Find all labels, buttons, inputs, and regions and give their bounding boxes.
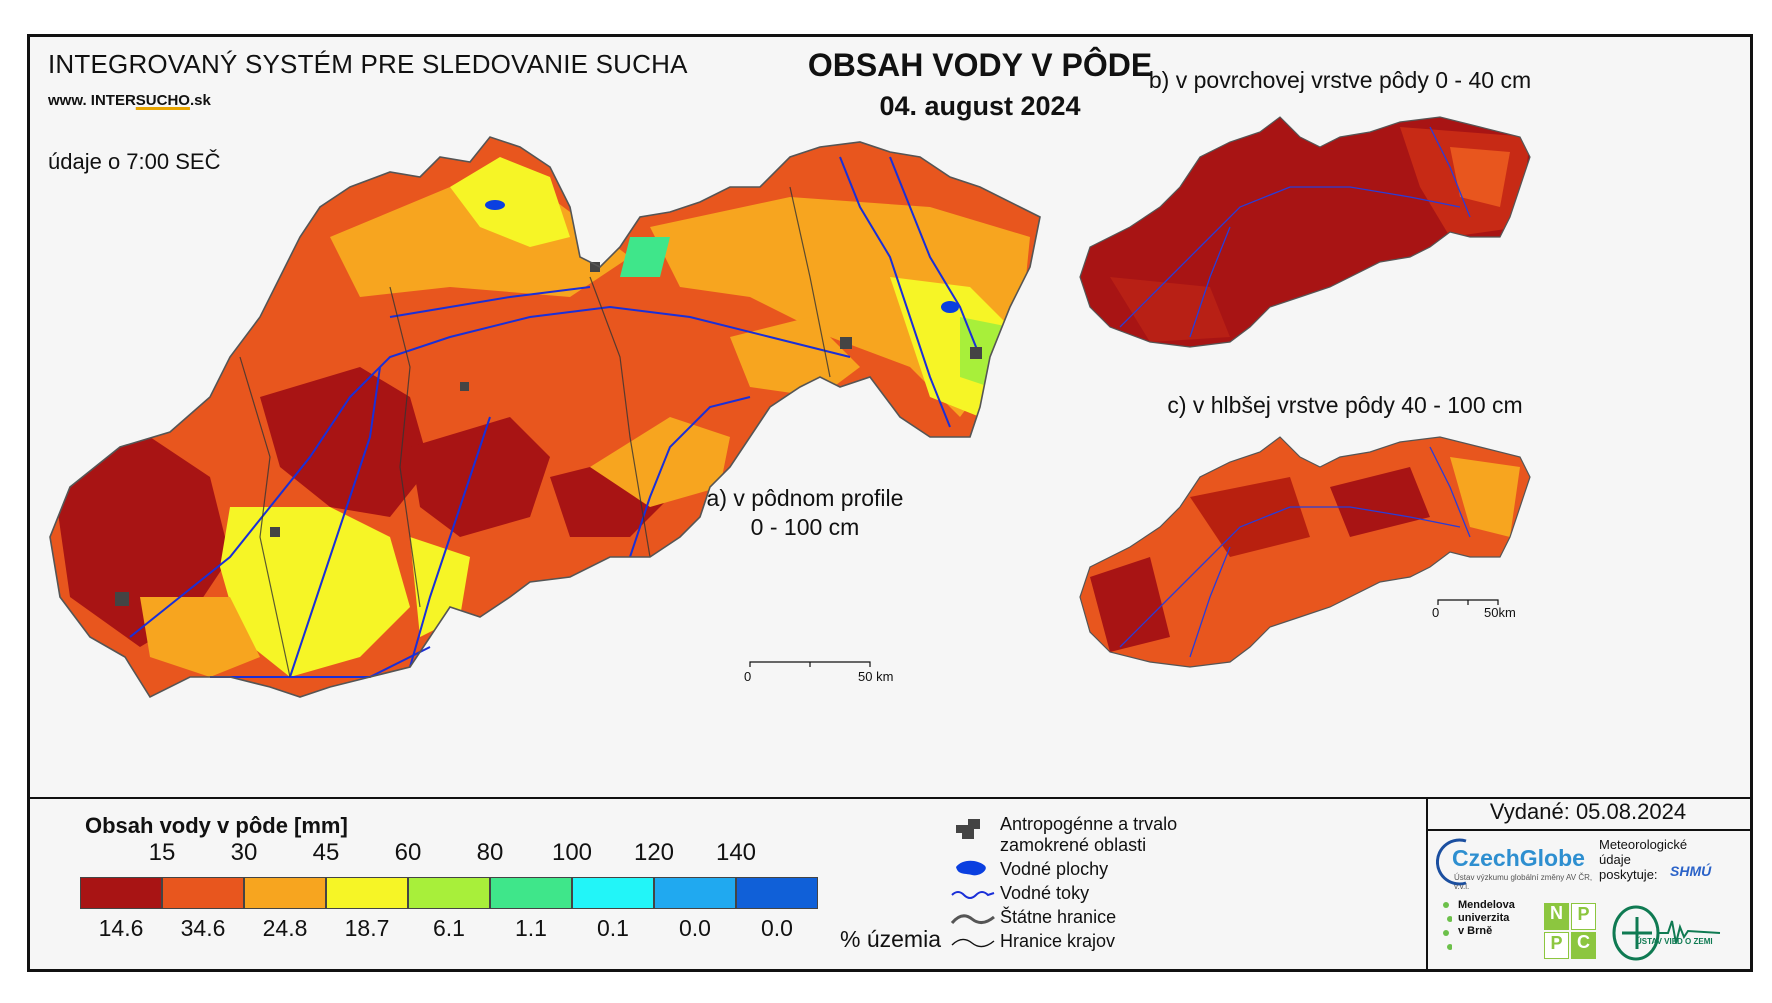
legend-rivers: Vodné toky	[1000, 883, 1090, 903]
legend-threshold: 45	[312, 839, 340, 866]
legend-swatch	[80, 877, 162, 909]
percent-territory-label: % územia	[840, 926, 941, 952]
uvz-logo: ÚSTAV VIED O ZEMI	[1612, 903, 1722, 963]
legend-title: Obsah vody v pôde [mm]	[85, 813, 348, 838]
map-a-caption-line1: a) v pôdnom profile	[706, 485, 904, 511]
legend-percent: 0.0	[679, 915, 711, 941]
legend-percent: 18.7	[344, 915, 390, 941]
symbol-icons	[950, 819, 995, 948]
mendel-line-3: v Brně	[1458, 925, 1493, 937]
meteo-provider-text: Meteorologické údaje poskytuje:	[1599, 837, 1687, 882]
main-soil-water-map	[49, 116, 1531, 699]
legend-swatch	[408, 877, 490, 909]
meteo-line-1: Meteorologické	[1599, 837, 1688, 852]
legend-swatch	[326, 877, 408, 909]
footer-divider	[1426, 797, 1428, 972]
legend-state-borders: Štátne hranice	[1000, 907, 1117, 927]
scale-a-end: 50 km	[858, 669, 894, 684]
region-border-icon	[951, 938, 995, 948]
scale-a-start: 0	[744, 669, 752, 684]
nppc-c: C	[1571, 932, 1596, 959]
legend-swatch	[654, 877, 736, 909]
map-frame: INTEGROVANÝ SYSTÉM PRE SLEDOVANIE SUCHA …	[27, 34, 1753, 972]
legend-percent: 6.1	[433, 915, 465, 941]
czechglobe-logo: CzechGlobe Ústav výzkumu globální změny …	[1436, 837, 1592, 891]
anthropogenic-area-icon	[956, 819, 980, 839]
legend-threshold: 120	[633, 839, 675, 866]
legend-swatch	[244, 877, 326, 909]
mendel-line-1: Mendelova	[1458, 899, 1515, 911]
nppc-p2: P	[1544, 932, 1569, 959]
czechglobe-name: CzechGlobe	[1452, 845, 1585, 871]
website-prefix: www. INTER	[48, 92, 136, 109]
czechglobe-subtitle: Ústav výzkumu globální změny AV ČR, v.v.…	[1454, 873, 1593, 891]
legend-threshold: 140	[715, 839, 757, 866]
legend-percent: 1.1	[515, 915, 547, 941]
legend-percent: 0.0	[761, 915, 793, 941]
legend-swatch	[736, 877, 818, 909]
scale-c-end: 50km	[1484, 605, 1516, 620]
map-b-caption: b) v povrchovej vrstve pôdy 0 - 40 cm	[1148, 67, 1532, 93]
legend-percent: 0.1	[597, 915, 629, 941]
website-suffix: .sk	[189, 92, 211, 109]
map-a-caption-line2: 0 - 100 cm	[750, 514, 860, 540]
legend-threshold: 80	[476, 839, 504, 866]
legend-swatch	[162, 877, 244, 909]
page-date: 04. august 2024	[879, 91, 1081, 121]
system-title: INTEGROVANÝ SYSTÉM PRE SLEDOVANIE SUCHA	[48, 49, 688, 79]
legend-anthropogenic: Antropogénne a trvalo zamokrené oblasti	[1000, 814, 1177, 856]
anthropogenic-label-1: Antropogénne a trvalo	[1000, 814, 1178, 834]
website-accent: SUCHO	[135, 92, 190, 109]
meteo-line-2: údaje	[1599, 852, 1631, 867]
meteo-line-3: poskytuje:	[1599, 867, 1658, 882]
legend-percent: 14.6	[98, 915, 144, 941]
legend-percent: 24.8	[262, 915, 308, 941]
issued-date: Vydané: 05.08.2024	[1426, 799, 1750, 831]
state-border-icon	[950, 914, 995, 924]
scale-bar-c	[1437, 599, 1499, 605]
nppc-logo: N P P C	[1544, 903, 1596, 959]
legend-region-borders: Hranice krajov	[1000, 931, 1116, 951]
anthropogenic-label-2: zamokrené oblasti	[1000, 835, 1147, 855]
legend-swatch	[572, 877, 654, 909]
legend-percent: 34.6	[180, 915, 226, 941]
scale-c-start: 0	[1432, 605, 1440, 620]
legend-water-bodies: Vodné plochy	[1000, 859, 1109, 879]
legend-threshold: 60	[394, 839, 422, 866]
nppc-n: N	[1544, 903, 1569, 930]
legend-threshold: 15	[148, 839, 176, 866]
shmu-logo: SHMÚ	[1670, 863, 1712, 879]
website-link[interactable]: www. INTERSUCHO.sk	[48, 92, 211, 109]
mendel-line-2: univerzita	[1458, 912, 1510, 924]
scale-bar-a	[749, 661, 871, 667]
map-c-caption: c) v hlbšej vrstve pôdy 40 - 100 cm	[1167, 392, 1523, 418]
legend-threshold: 100	[551, 839, 593, 866]
observation-time: údaje o 7:00 SEČ	[48, 149, 221, 174]
legend-swatch	[490, 877, 572, 909]
river-icon	[951, 891, 995, 899]
nppc-p1: P	[1571, 903, 1596, 930]
uvz-name: ÚSTAV VIED O ZEMI	[1636, 937, 1713, 946]
water-body-icon	[956, 860, 986, 876]
mendel-logo: Mendelova univerzita v Brně	[1443, 899, 1515, 950]
page-title: OBSAH VODY V PÔDE	[807, 47, 1153, 83]
legend-threshold: 30	[230, 839, 258, 866]
legend-panel	[30, 797, 1750, 974]
